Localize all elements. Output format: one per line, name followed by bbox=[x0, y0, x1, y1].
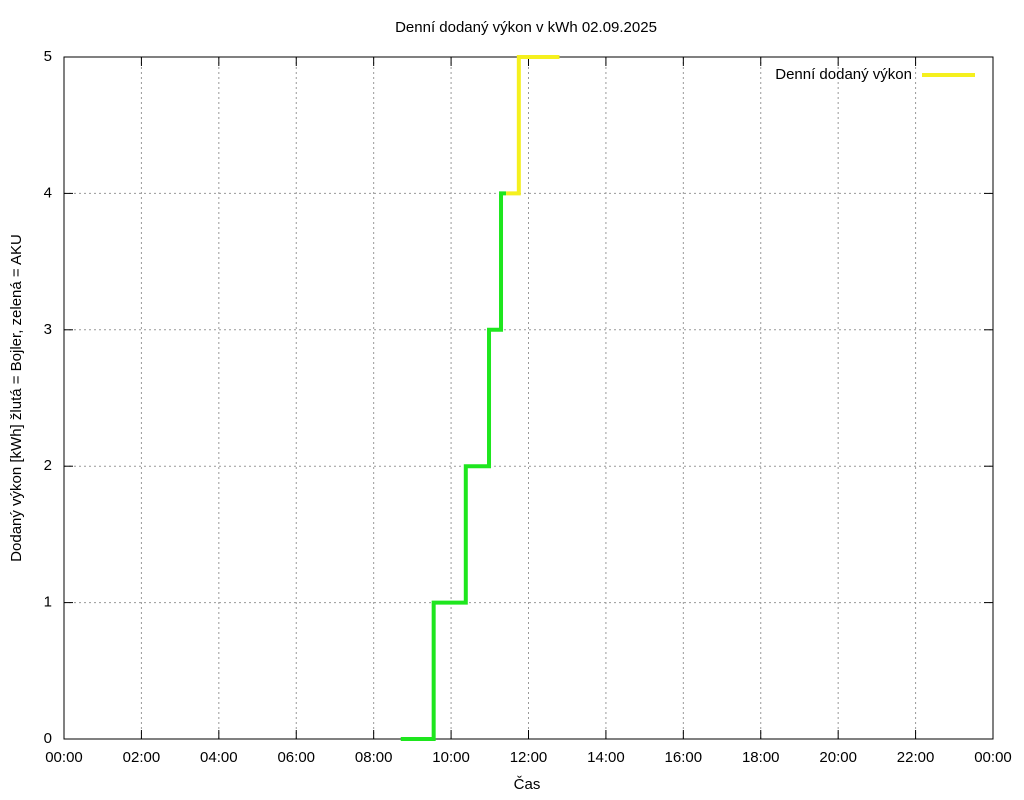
y-tick-label: 3 bbox=[44, 321, 52, 338]
x-tick-label: 04:00 bbox=[200, 749, 238, 766]
x-tick-label: 00:00 bbox=[45, 749, 83, 766]
chart-title: Denní dodaný výkon v kWh 02.09.2025 bbox=[395, 19, 657, 36]
x-tick-label: 00:00 bbox=[974, 749, 1012, 766]
y-tick-label: 1 bbox=[44, 594, 52, 611]
y-tick-label: 2 bbox=[44, 457, 52, 474]
x-tick-label: 12:00 bbox=[510, 749, 548, 766]
x-tick-label: 02:00 bbox=[123, 749, 161, 766]
series-line bbox=[400, 191, 507, 741]
x-tick-label: 20:00 bbox=[819, 749, 857, 766]
y-axis-label: Dodaný výkon [kWh] žlutá = Bojler, zelen… bbox=[8, 234, 25, 562]
x-tick-label: 08:00 bbox=[355, 749, 393, 766]
series-line bbox=[506, 55, 560, 196]
y-tick-label: 5 bbox=[44, 48, 52, 65]
y-tick-label: 0 bbox=[44, 730, 52, 747]
x-axis-label: Čas bbox=[514, 776, 541, 793]
x-tick-label: 06:00 bbox=[277, 749, 315, 766]
legend-label: Denní dodaný výkon bbox=[775, 66, 912, 83]
y-tick-label: 4 bbox=[44, 184, 52, 201]
x-tick-label: 14:00 bbox=[587, 749, 625, 766]
x-tick-label: 10:00 bbox=[432, 749, 470, 766]
x-tick-label: 22:00 bbox=[897, 749, 935, 766]
x-tick-label: 16:00 bbox=[665, 749, 703, 766]
x-tick-label: 18:00 bbox=[742, 749, 780, 766]
